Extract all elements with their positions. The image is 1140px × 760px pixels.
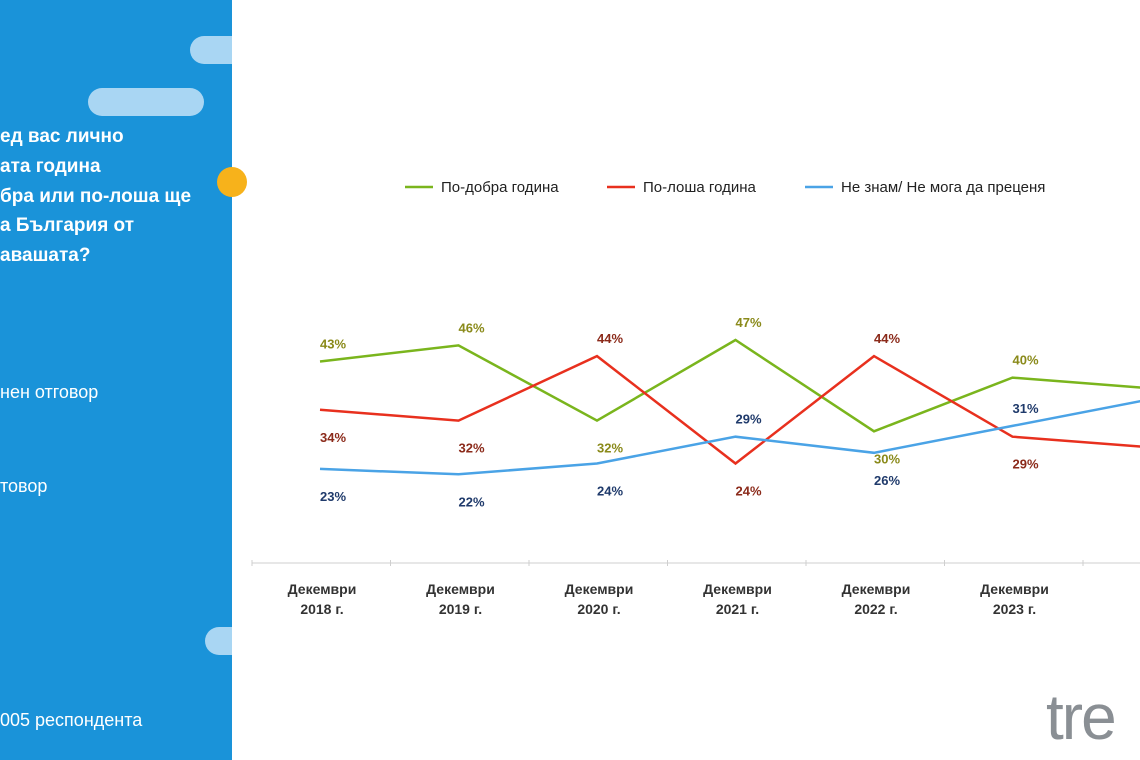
data-label-better: 40%	[1012, 353, 1038, 368]
data-label-dont_know: 29%	[735, 412, 761, 427]
category-label: Декември	[288, 581, 357, 597]
series-lines	[319, 338, 1140, 476]
decor-pill	[205, 627, 232, 655]
question-line-3: бра или по-лоша ще	[0, 186, 192, 207]
data-label-dont_know: 22%	[458, 494, 484, 509]
data-label-better: 30%	[874, 451, 900, 466]
category-label: Декември	[703, 581, 772, 597]
data-label-worse: 24%	[735, 484, 761, 499]
data-label-better: 43%	[320, 337, 346, 352]
data-label-dont_know: 31%	[1012, 401, 1038, 416]
x-axis-tick-labels: Декември 2018 г. Декември 2019 г. Декември 20…	[288, 581, 1049, 617]
category-label: Декември	[565, 581, 634, 597]
category-label: 2019 г.	[439, 601, 482, 617]
legend-label-better: По-добра година	[441, 179, 559, 196]
brand-logo: tre	[1046, 681, 1117, 753]
decor-pill	[88, 88, 204, 116]
category-label: Декември	[980, 581, 1049, 597]
series-line-worse	[319, 354, 1140, 466]
sample-size-note: 005 респондента	[0, 710, 143, 730]
data-label-worse: 34%	[320, 430, 346, 445]
legend-label-dont_know: Не знам/ Не мога да преценя	[841, 179, 1045, 196]
data-label-worse: 32%	[458, 441, 484, 456]
category-label: Декември	[426, 581, 495, 597]
question-line-1: ед вас лично	[0, 126, 124, 147]
category-label: 2018 г.	[300, 601, 343, 617]
category-label: 2022 г.	[854, 601, 897, 617]
sidebar-panel: ед вас лично ата година бра или по-лоша …	[0, 0, 232, 760]
x-axis-ticks	[251, 560, 1084, 566]
series-line-dont_know	[319, 399, 1140, 476]
data-label-dont_know: 23%	[320, 489, 346, 504]
data-label-dont_know: 24%	[597, 484, 623, 499]
data-label-worse: 29%	[1012, 457, 1038, 472]
question-line-4: а България от	[0, 215, 134, 236]
decor-pill	[190, 36, 232, 64]
legend-label-worse: По-лоша година	[643, 179, 756, 196]
answer-option-2: товор	[0, 476, 48, 496]
category-label: 2023 г.	[993, 601, 1036, 617]
category-label: Декември	[842, 581, 911, 597]
data-label-better: 47%	[735, 315, 761, 330]
data-label-worse: 44%	[874, 331, 900, 346]
data-label-worse: 44%	[597, 331, 623, 346]
data-label-dont_know: 26%	[874, 473, 900, 488]
category-label: 2020 г.	[577, 601, 620, 617]
data-label-better: 32%	[597, 441, 623, 456]
category-label: 2021 г.	[716, 601, 759, 617]
data-label-better: 46%	[458, 320, 484, 335]
question-line-5: авашата?	[0, 245, 91, 266]
question-line-2: ата година	[0, 156, 101, 177]
series-line-better	[319, 338, 1140, 433]
data-labels: 43% 46% 32% 47% 30% 40% 34% 32% 44% 24% 44% 29% 23% 2…	[320, 315, 1039, 509]
answer-option-1: нен отговор	[0, 382, 99, 402]
decor-dot	[217, 167, 247, 197]
chart-legend: По-добра година По-лоша година Не знам/ Не…	[405, 179, 1045, 196]
